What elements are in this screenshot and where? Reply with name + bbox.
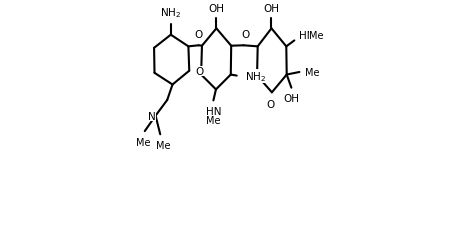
Text: Me: Me [206,116,221,126]
Text: O: O [195,29,203,39]
Text: O: O [195,67,203,76]
Text: NH$_2$: NH$_2$ [245,70,266,84]
Text: HN: HN [206,106,221,116]
Text: Me: Me [136,137,151,147]
Text: NH$_2$: NH$_2$ [160,6,181,20]
Text: Me: Me [156,141,170,151]
Text: OH: OH [283,94,299,103]
Text: OH: OH [209,4,224,14]
Text: Me: Me [309,31,324,41]
Text: N: N [148,111,156,121]
Text: O: O [241,29,249,39]
Text: HN: HN [299,31,315,41]
Text: Me: Me [305,68,319,78]
Text: OH: OH [263,4,280,14]
Text: O: O [267,99,275,109]
